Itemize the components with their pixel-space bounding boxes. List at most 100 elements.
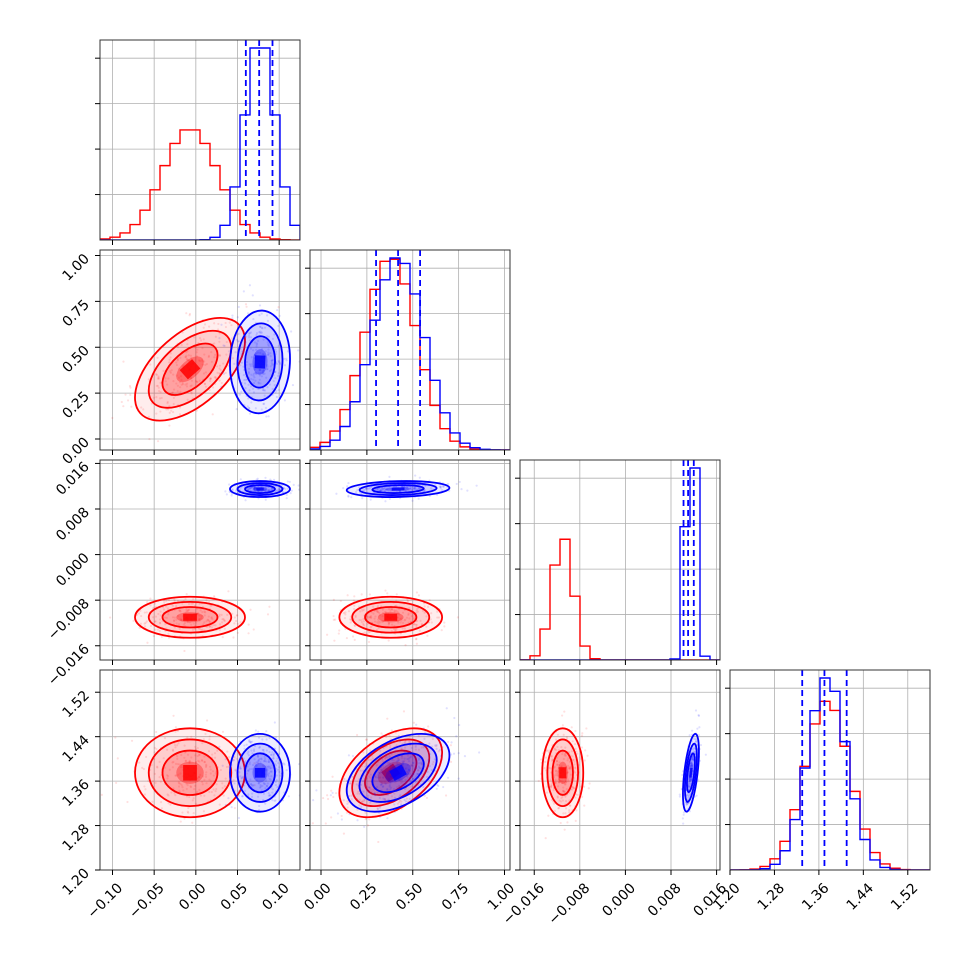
data-point bbox=[540, 758, 543, 761]
data-point bbox=[181, 381, 184, 384]
data-point bbox=[166, 607, 169, 610]
data-point bbox=[218, 745, 221, 749]
data-point bbox=[579, 756, 582, 759]
data-point bbox=[178, 789, 181, 792]
data-point bbox=[236, 631, 239, 634]
data-point bbox=[449, 744, 453, 747]
data-point bbox=[213, 356, 216, 359]
data-point bbox=[122, 405, 125, 408]
data-point bbox=[200, 359, 204, 362]
data-point bbox=[245, 305, 248, 308]
data-point bbox=[224, 371, 227, 375]
data-point bbox=[230, 337, 233, 340]
data-point bbox=[412, 773, 415, 776]
data-point bbox=[554, 781, 557, 784]
data-point bbox=[351, 635, 355, 638]
data-point bbox=[558, 779, 561, 782]
data-point bbox=[216, 749, 219, 752]
data-point bbox=[412, 487, 416, 490]
scatter-panel-2-0 bbox=[99, 459, 301, 661]
data-point bbox=[151, 607, 155, 610]
data-point bbox=[216, 328, 220, 331]
data-point bbox=[245, 772, 248, 775]
data-point bbox=[180, 764, 183, 767]
data-point bbox=[254, 371, 257, 374]
data-point bbox=[400, 800, 403, 803]
data-point bbox=[261, 748, 264, 752]
data-point bbox=[365, 615, 369, 618]
data-point bbox=[261, 738, 264, 741]
data-point bbox=[574, 767, 577, 770]
data-point bbox=[457, 751, 460, 755]
data-point bbox=[417, 497, 420, 500]
data-point bbox=[557, 778, 560, 781]
data-point bbox=[351, 754, 355, 758]
data-point bbox=[268, 383, 272, 386]
data-point bbox=[358, 605, 361, 608]
data-point bbox=[143, 785, 146, 788]
data-point bbox=[377, 840, 380, 844]
data-point bbox=[690, 760, 693, 764]
data-point bbox=[567, 780, 570, 783]
data-point bbox=[246, 765, 249, 768]
data-point bbox=[205, 719, 209, 722]
data-point bbox=[250, 783, 253, 786]
data-point bbox=[413, 487, 417, 490]
data-point bbox=[264, 489, 268, 493]
data-point bbox=[273, 384, 276, 387]
data-point bbox=[387, 639, 390, 642]
data-point bbox=[268, 605, 271, 608]
data-point bbox=[380, 780, 383, 783]
data-point bbox=[565, 736, 569, 739]
data-point bbox=[386, 761, 390, 764]
data-point bbox=[237, 790, 240, 793]
contour-group bbox=[134, 727, 246, 819]
data-point bbox=[242, 757, 245, 760]
data-point bbox=[271, 764, 274, 767]
data-point bbox=[681, 817, 684, 820]
data-point bbox=[205, 771, 208, 774]
data-point bbox=[209, 772, 212, 775]
data-point bbox=[412, 623, 416, 626]
data-point bbox=[257, 372, 260, 375]
data-point bbox=[360, 620, 364, 624]
data-point bbox=[348, 813, 351, 816]
data-point bbox=[185, 382, 189, 385]
data-point bbox=[253, 487, 257, 490]
data-point bbox=[191, 628, 195, 631]
data-point bbox=[191, 602, 194, 605]
data-point bbox=[277, 344, 280, 347]
data-point bbox=[389, 782, 392, 785]
data-point bbox=[363, 798, 366, 801]
contour-group bbox=[541, 727, 585, 819]
data-point bbox=[171, 410, 175, 414]
data-point bbox=[404, 783, 407, 786]
data-point bbox=[157, 389, 161, 393]
data-point bbox=[303, 380, 305, 382]
data-point bbox=[176, 345, 180, 349]
data-point bbox=[204, 732, 207, 736]
data-point bbox=[418, 762, 421, 765]
data-point bbox=[415, 623, 418, 626]
data-point bbox=[246, 752, 249, 755]
data-point bbox=[417, 758, 420, 761]
data-point bbox=[175, 604, 178, 608]
data-point bbox=[256, 490, 260, 493]
data-point bbox=[558, 781, 561, 784]
data-point bbox=[231, 489, 234, 492]
data-point bbox=[408, 797, 411, 800]
data-point bbox=[178, 413, 182, 416]
data-point bbox=[400, 755, 404, 758]
data-point bbox=[171, 761, 174, 764]
data-point bbox=[261, 764, 265, 767]
scatter-panel-3-2 bbox=[519, 669, 721, 871]
data-point bbox=[210, 360, 214, 363]
data-point bbox=[248, 331, 251, 335]
data-point bbox=[250, 385, 253, 388]
data-point bbox=[250, 795, 254, 798]
data-point bbox=[270, 362, 273, 365]
data-point bbox=[569, 767, 572, 770]
data-point bbox=[386, 756, 389, 759]
data-point bbox=[458, 723, 461, 727]
data-point bbox=[390, 607, 394, 611]
